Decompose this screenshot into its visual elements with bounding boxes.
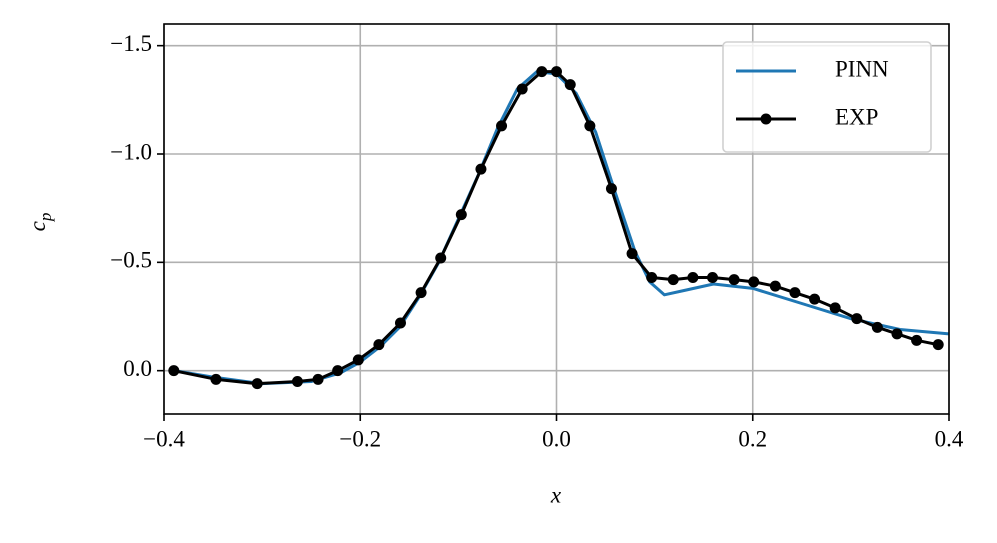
legend-marker bbox=[760, 113, 772, 125]
legend-label: PINN bbox=[835, 56, 889, 81]
marker bbox=[332, 365, 344, 377]
legend-label: EXP bbox=[835, 104, 878, 129]
y-label-sub: p bbox=[36, 213, 55, 223]
y-tick-label: −0.5 bbox=[110, 248, 152, 273]
marker bbox=[251, 378, 263, 390]
marker bbox=[769, 280, 781, 292]
marker bbox=[667, 274, 679, 286]
marker bbox=[829, 302, 841, 314]
marker bbox=[789, 287, 801, 299]
marker bbox=[352, 354, 364, 366]
marker bbox=[605, 183, 617, 195]
marker bbox=[210, 373, 222, 385]
x-tick-label: 0.4 bbox=[935, 426, 964, 451]
x-tick-label: −0.2 bbox=[339, 426, 381, 451]
marker bbox=[496, 120, 508, 132]
marker bbox=[584, 120, 596, 132]
x-tick-label: 0.0 bbox=[542, 426, 571, 451]
marker bbox=[394, 317, 406, 329]
marker bbox=[748, 276, 760, 288]
marker bbox=[536, 66, 548, 78]
marker bbox=[891, 328, 903, 340]
marker bbox=[728, 274, 740, 286]
x-tick-label: −0.4 bbox=[143, 426, 185, 451]
marker bbox=[809, 293, 821, 305]
y-tick-label: −1.0 bbox=[110, 139, 152, 164]
y-axis-label: cp bbox=[25, 213, 55, 232]
marker bbox=[435, 252, 447, 264]
marker bbox=[168, 365, 180, 377]
marker bbox=[932, 339, 944, 351]
marker bbox=[312, 373, 324, 385]
y-label-main: c bbox=[25, 221, 50, 231]
marker bbox=[551, 66, 562, 78]
marker bbox=[373, 339, 385, 351]
plot-frame bbox=[163, 23, 950, 415]
y-tick-label: 0.0 bbox=[123, 356, 152, 381]
y-tick-label: −1.5 bbox=[110, 31, 152, 56]
marker bbox=[516, 83, 528, 95]
marker bbox=[851, 313, 863, 325]
x-tick-label: 0.2 bbox=[738, 426, 767, 451]
marker bbox=[564, 79, 576, 91]
marker bbox=[707, 272, 719, 283]
marker bbox=[475, 163, 487, 175]
marker bbox=[455, 209, 467, 221]
x-axis-label: x bbox=[550, 482, 562, 507]
marker bbox=[871, 321, 883, 333]
marker bbox=[415, 287, 427, 299]
marker bbox=[291, 376, 303, 387]
legend-box bbox=[722, 41, 932, 153]
marker bbox=[626, 248, 638, 260]
marker bbox=[646, 272, 658, 283]
marker bbox=[687, 272, 699, 283]
marker bbox=[911, 334, 923, 346]
